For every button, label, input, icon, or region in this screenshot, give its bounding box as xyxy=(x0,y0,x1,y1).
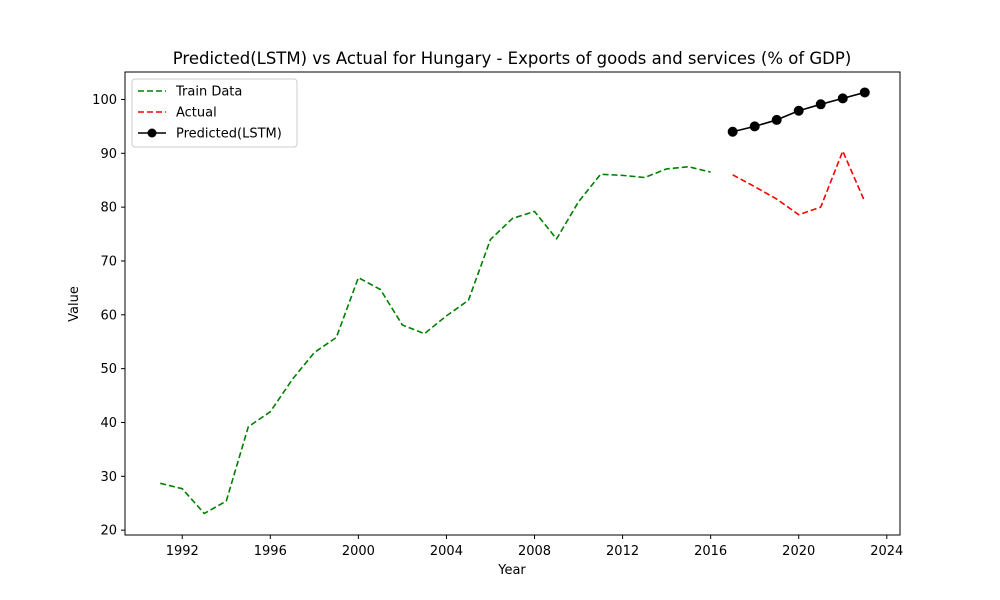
series-3-point xyxy=(837,93,848,104)
x-tick-label: 2012 xyxy=(606,544,639,559)
x-tick-label: 2000 xyxy=(342,544,375,559)
x-tick-label: 1996 xyxy=(254,544,287,559)
series-3-point xyxy=(859,87,870,98)
x-tick-label: 2004 xyxy=(430,544,463,559)
y-tick-label: 90 xyxy=(100,147,117,162)
chart-title: Predicted(LSTM) vs Actual for Hungary - … xyxy=(173,49,852,68)
y-axis-label: Value xyxy=(67,286,82,322)
x-tick-label: 2008 xyxy=(518,544,551,559)
legend-label-1: Train Data xyxy=(175,85,242,100)
series-3-point xyxy=(771,114,782,125)
plot-area: 1992 1996 2000 2004 2008 2012 2016 2020 2024 20 30… xyxy=(92,71,903,559)
y-tick-label: 80 xyxy=(100,201,117,216)
legend-label-2: Actual xyxy=(176,106,217,121)
y-tick-label: 20 xyxy=(100,524,117,539)
plot-frame xyxy=(124,71,901,536)
y-tick-label: 40 xyxy=(100,416,117,431)
legend-box xyxy=(131,78,298,148)
legend: Train Data Actual Predicted(LSTM) xyxy=(131,78,298,148)
series-line-2 xyxy=(732,150,866,216)
legend-label-3: Predicted(LSTM) xyxy=(176,127,282,142)
series-3-point xyxy=(727,126,738,137)
series-3-point xyxy=(815,99,826,110)
x-tick-label: 2024 xyxy=(870,544,903,559)
y-tick-label: 60 xyxy=(100,308,117,323)
legend-marker-3 xyxy=(147,128,157,138)
series-3-point xyxy=(749,121,760,132)
y-tick-label: 100 xyxy=(92,93,117,108)
x-tick-label: 1992 xyxy=(166,544,199,559)
y-tick-label: 30 xyxy=(100,470,117,485)
x-tick-label: 2016 xyxy=(694,544,727,559)
series-3-point xyxy=(793,105,804,116)
x-tick-label: 2020 xyxy=(782,544,815,559)
y-tick-label: 50 xyxy=(100,362,117,377)
x-axis-label: Year xyxy=(497,563,526,578)
series-line-1 xyxy=(160,165,711,515)
y-tick-label: 70 xyxy=(100,254,117,269)
